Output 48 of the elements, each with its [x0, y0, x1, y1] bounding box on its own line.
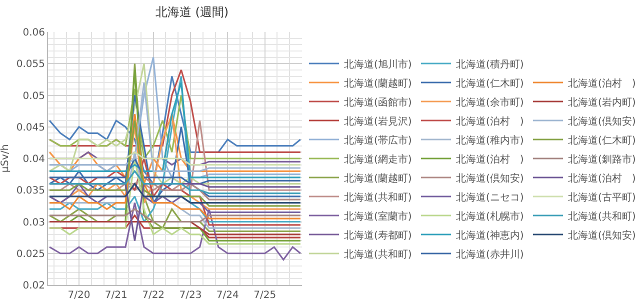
legend-label: 北海道(岩内町) — [568, 96, 636, 108]
y-tick-label: 0.045 — [16, 122, 45, 134]
legend-label: 北海道(倶知安) — [568, 229, 636, 242]
x-tick-label: 7/23 — [179, 290, 202, 301]
legend-label: 北海道(積丹町) — [456, 58, 524, 70]
legend-label: 北海道(余市町) — [456, 96, 524, 108]
legend-label: 北海道(ニセコ) — [456, 191, 524, 204]
legend-label: 北海道(仁木町) — [568, 134, 636, 146]
x-tick-label: 7/21 — [104, 290, 128, 301]
y-tick-label: 0.02 — [22, 280, 45, 292]
x-tick-label: 7/22 — [142, 290, 165, 301]
legend-label: 北海道(神恵内) — [456, 229, 524, 242]
legend-label: 北海道(泊村 ) — [568, 77, 636, 90]
legend-label: 北海道(倶知安) — [456, 172, 524, 184]
legend-label: 北海道(蘭越町) — [344, 77, 412, 90]
legend-label: 北海道(室蘭市) — [344, 210, 412, 222]
legend-label: 北海道(釧路市) — [568, 153, 636, 166]
legend-label: 北海道(古平町) — [568, 191, 636, 204]
legend-label: 北海道(網走市) — [344, 153, 412, 166]
legend-label: 北海道(仁木町) — [456, 77, 524, 90]
y-tick-label: 0.035 — [16, 186, 45, 197]
legend-label: 北海道(泊村 ) — [456, 115, 524, 128]
chart-title: 北海道 (週間) — [155, 5, 229, 20]
y-tick-label: 0.025 — [16, 248, 45, 260]
legend-label: 北海道(泊村 ) — [456, 153, 524, 166]
legend-label: 北海道(共和町) — [568, 210, 636, 222]
y-axis-title: μSv/h — [0, 144, 11, 173]
legend-label: 北海道(赤井川) — [456, 248, 524, 260]
legend-label: 北海道(共和町) — [344, 248, 412, 260]
x-tick-label: 7/20 — [68, 290, 90, 301]
legend-label: 北海道(帯広市) — [344, 134, 412, 146]
y-tick-label: 0.03 — [22, 217, 45, 228]
legend-label: 北海道(泊村 ) — [568, 172, 636, 184]
legend-label: 北海道(寿都町) — [344, 229, 412, 242]
x-tick-label: 7/24 — [216, 290, 239, 301]
legend-label: 北海道(稚内市) — [456, 134, 524, 146]
y-tick-label: 0.05 — [22, 90, 45, 102]
legend-label: 北海道(函館市) — [344, 96, 412, 108]
y-tick-label: 0.04 — [22, 154, 45, 165]
y-tick-label: 0.06 — [22, 28, 45, 38]
legend-label: 北海道(旭川市) — [344, 58, 412, 70]
legend-label: 北海道(共和町) — [344, 191, 412, 204]
legend-label: 北海道(岩見沢) — [344, 115, 412, 128]
y-tick-label: 0.055 — [16, 59, 45, 70]
x-tick-label: 7/25 — [254, 290, 276, 301]
legend-label: 北海道(倶知安) — [568, 115, 636, 128]
legend-label: 北海道(札幌市) — [456, 210, 524, 222]
legend-label: 北海道(蘭越町) — [344, 172, 412, 184]
